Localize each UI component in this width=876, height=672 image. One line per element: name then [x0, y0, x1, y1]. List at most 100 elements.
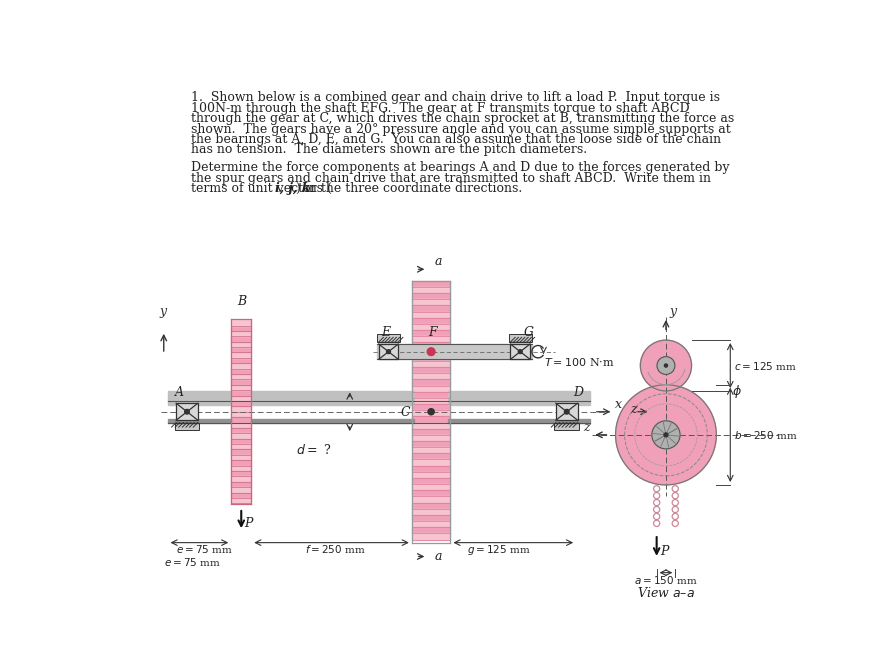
Text: a: a: [435, 255, 442, 268]
Bar: [412, 417, 450, 423]
Bar: [231, 396, 251, 401]
Bar: [412, 472, 450, 478]
Bar: [449, 390, 590, 405]
Text: $c = 125$ mm: $c = 125$ mm: [734, 360, 797, 372]
Bar: [412, 503, 450, 509]
Bar: [412, 429, 450, 435]
Text: has no tension.  The diameters shown are the pitch diameters.: has no tension. The diameters shown are …: [191, 143, 587, 157]
Bar: [231, 374, 251, 380]
Bar: [412, 330, 450, 336]
Text: G: G: [524, 327, 534, 339]
Bar: [231, 341, 251, 347]
Text: y: y: [159, 306, 166, 319]
Bar: [509, 334, 532, 342]
Text: i, j, k: i, j, k: [274, 182, 310, 196]
Circle shape: [640, 340, 691, 391]
Bar: [412, 491, 450, 497]
Text: z: z: [631, 403, 637, 416]
Bar: [412, 410, 450, 417]
Text: $a = 150$ mm: $a = 150$ mm: [634, 574, 697, 586]
Text: shown.  The gears have a 20° pressure angle and you can assume simple supports a: shown. The gears have a 20° pressure ang…: [191, 122, 731, 136]
Text: x: x: [615, 398, 622, 411]
Bar: [412, 281, 450, 287]
Text: $e = 75$ mm: $e = 75$ mm: [175, 544, 232, 556]
Bar: [174, 423, 200, 430]
Bar: [412, 361, 450, 367]
Bar: [231, 450, 251, 455]
Bar: [555, 423, 579, 430]
Bar: [231, 364, 251, 369]
Bar: [231, 423, 251, 428]
Text: the spur gears and chain drive that are transmitted to shaft ABCD.  Write them i: the spur gears and chain drive that are …: [191, 172, 711, 185]
Bar: [412, 521, 450, 528]
Bar: [378, 334, 399, 342]
Bar: [412, 423, 450, 429]
Bar: [556, 403, 577, 420]
Text: 100N‑m through the shaft EFG.  The gear at F transmits torque to shaft ABCD: 100N‑m through the shaft EFG. The gear a…: [191, 102, 689, 115]
Text: $f = 250$ mm: $f = 250$ mm: [306, 544, 366, 556]
Text: $e = 75$ mm: $e = 75$ mm: [164, 556, 221, 568]
Bar: [412, 367, 450, 373]
Bar: [412, 386, 450, 392]
Circle shape: [664, 364, 668, 367]
Bar: [412, 509, 450, 515]
Bar: [412, 287, 450, 293]
Bar: [231, 390, 251, 396]
Bar: [231, 325, 251, 331]
Text: P: P: [244, 517, 252, 530]
Text: 1.  Shown below is a combined gear and chain drive to lift a load P.  Input torq: 1. Shown below is a combined gear and ch…: [191, 91, 720, 104]
Bar: [449, 397, 590, 401]
Bar: [231, 460, 251, 466]
Bar: [449, 419, 590, 423]
Bar: [412, 318, 450, 324]
Circle shape: [564, 409, 569, 414]
Circle shape: [427, 348, 435, 355]
Bar: [412, 293, 450, 299]
Bar: [511, 344, 530, 360]
Text: P: P: [660, 545, 668, 558]
Bar: [231, 428, 251, 433]
Bar: [231, 444, 251, 450]
Bar: [231, 336, 251, 341]
Text: D: D: [573, 386, 583, 399]
Bar: [412, 398, 450, 404]
Bar: [231, 407, 251, 412]
Circle shape: [386, 349, 391, 353]
Text: the bearings at A, D, E, and G.  You can also assume that the loose side of the : the bearings at A, D, E, and G. You can …: [191, 133, 721, 146]
Text: ) in the three coordinate directions.: ) in the three coordinate directions.: [296, 182, 522, 196]
Bar: [231, 320, 251, 325]
Bar: [167, 419, 231, 423]
Bar: [231, 331, 251, 336]
Bar: [231, 417, 251, 423]
Bar: [412, 299, 450, 306]
Bar: [412, 460, 450, 466]
Text: a: a: [435, 550, 442, 562]
Text: $T = 100$ N·m: $T = 100$ N·m: [543, 355, 614, 368]
Text: $\phi$: $\phi$: [731, 383, 742, 401]
Circle shape: [428, 409, 434, 415]
Bar: [412, 484, 450, 491]
Bar: [231, 482, 251, 487]
Bar: [412, 306, 450, 312]
Bar: [412, 336, 450, 343]
Bar: [412, 534, 450, 540]
Bar: [412, 466, 450, 472]
Circle shape: [519, 349, 522, 353]
Bar: [231, 498, 251, 503]
Bar: [412, 478, 450, 484]
Bar: [412, 324, 450, 330]
Bar: [412, 404, 450, 410]
Text: B: B: [237, 296, 246, 308]
Circle shape: [652, 421, 680, 449]
Bar: [412, 349, 450, 355]
Bar: [231, 358, 251, 364]
Text: E: E: [381, 327, 390, 339]
Bar: [231, 439, 251, 444]
Text: terms of unit vectors (: terms of unit vectors (: [191, 182, 332, 196]
Bar: [231, 433, 251, 439]
Bar: [176, 403, 198, 420]
Bar: [251, 390, 414, 405]
Bar: [231, 401, 251, 407]
Bar: [231, 487, 251, 493]
Bar: [251, 419, 414, 423]
